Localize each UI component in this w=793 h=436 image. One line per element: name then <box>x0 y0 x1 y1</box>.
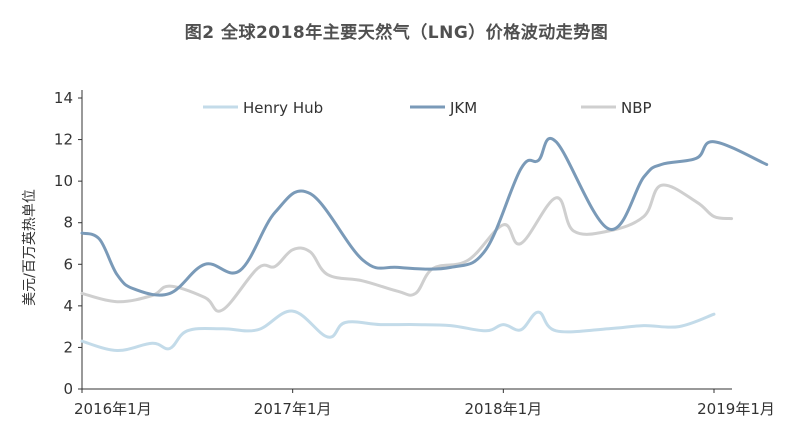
y-tick-label: 12 <box>54 131 73 149</box>
x-tick-label: 2019年1月 <box>697 400 775 418</box>
x-tick-label: 2017年1月 <box>254 400 332 418</box>
legend-label-jkm: JKM <box>449 99 477 117</box>
y-tick-label: 14 <box>54 89 73 107</box>
y-tick-label: 8 <box>63 214 73 232</box>
x-tick-label: 2016年1月 <box>74 400 152 418</box>
chart-title: 图2 全球2018年主要天然气（LNG）价格波动走势图 <box>184 23 609 43</box>
y-axis-title: 美元/百万英热单位 <box>21 189 38 306</box>
legend-label-henry-hub: Henry Hub <box>243 99 323 117</box>
legend-label-nbp: NBP <box>621 99 652 117</box>
x-tick-label: 2018年1月 <box>464 400 542 418</box>
y-tick-label: 4 <box>63 297 73 315</box>
series-line-jkm <box>80 137 769 297</box>
y-tick-label: 0 <box>63 380 73 398</box>
y-tick-label: 2 <box>63 338 73 356</box>
series-line-henry-hub <box>80 309 716 353</box>
y-tick-label: 6 <box>63 255 73 273</box>
series-line-nbp <box>80 183 734 313</box>
y-tick-label: 10 <box>54 172 73 190</box>
